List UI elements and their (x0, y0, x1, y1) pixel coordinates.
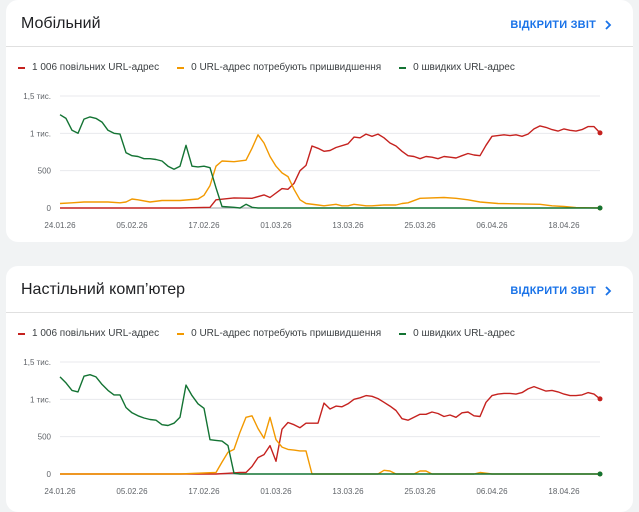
divider (6, 46, 633, 47)
series-end-marker (597, 396, 603, 402)
y-tick-label: 1,5 тис. (23, 358, 51, 367)
y-tick-label: 0 (47, 204, 52, 213)
legend-item-slow[interactable]: 1 006 повільних URL-адрес (18, 62, 159, 73)
chevron-right-icon (605, 20, 612, 30)
series-end-marker (597, 471, 603, 477)
y-tick-label: 500 (38, 433, 52, 442)
legend-swatch (18, 66, 25, 69)
x-tick-label: 17.02.26 (188, 487, 220, 496)
series-line[interactable] (59, 134, 601, 209)
open-report-button[interactable]: ВІДКРИТИ ЗВІТ (510, 19, 614, 31)
legend-swatch (177, 66, 185, 69)
x-tick-label: 06.04.26 (476, 221, 508, 230)
legend-swatch (399, 332, 407, 335)
legend-item-slow[interactable]: 1 006 повільних URL-адрес (18, 328, 159, 339)
x-tick-label: 24.01.26 (44, 487, 76, 496)
x-tick-label: 13.03.26 (332, 221, 364, 230)
x-tick-label: 13.03.26 (332, 487, 364, 496)
x-tick-label: 25.03.26 (404, 487, 436, 496)
card-title: Мобільний (21, 15, 101, 32)
series-line[interactable] (60, 125, 601, 209)
chart-legend: 1 006 повільних URL-адрес 0 URL-адрес по… (18, 62, 533, 73)
legend-label: 0 швидких URL-адрес (413, 328, 515, 339)
y-tick-label: 1,5 тис. (23, 92, 51, 101)
x-tick-label: 01.03.26 (260, 487, 292, 496)
legend-label: 1 006 повільних URL-адрес (32, 328, 160, 339)
legend-swatch (18, 332, 25, 335)
desktop-card: Настільний комп’ютер ВІДКРИТИ ЗВІТ 1 006… (6, 266, 633, 512)
line-chart: 0 500 1 тис. 1,5 тис. 24.01.26 05.02.26 17.02.… (23, 358, 603, 496)
open-report-label: ВІДКРИТИ ЗВІТ (510, 285, 596, 297)
legend-label: 1 006 повільних URL-адрес (32, 62, 160, 73)
x-tick-label: 17.02.26 (188, 221, 220, 230)
mobile-card: Мобільний ВІДКРИТИ ЗВІТ 1 006 повільних … (6, 0, 633, 242)
legend-label: 0 швидких URL-адрес (413, 62, 515, 73)
legend-item-needs-improvement[interactable]: 0 URL-адрес потребують пришвидшення (177, 62, 381, 73)
series-line[interactable] (59, 114, 600, 209)
open-report-button[interactable]: ВІДКРИТИ ЗВІТ (510, 285, 614, 297)
series-line[interactable] (60, 415, 600, 475)
card-header: Мобільний ВІДКРИТИ ЗВІТ (6, 0, 633, 46)
open-report-label: ВІДКРИТИ ЗВІТ (510, 19, 596, 31)
legend-label: 0 URL-адрес потребують пришвидшення (191, 62, 382, 73)
y-tick-label: 500 (38, 167, 52, 176)
series-line[interactable] (59, 374, 600, 475)
line-chart: 0 500 1 тис. 1,5 тис. 24.01.26 05.02.26 17.02.… (23, 92, 603, 230)
y-tick-label: 1 тис. (30, 395, 51, 404)
x-tick-label: 24.01.26 (44, 221, 76, 230)
x-tick-label: 05.02.26 (116, 221, 148, 230)
chart-legend: 1 006 повільних URL-адрес 0 URL-адрес по… (18, 328, 533, 339)
x-tick-label: 05.02.26 (116, 487, 148, 496)
chevron-right-icon (605, 286, 612, 296)
y-tick-label: 1 тис. (30, 129, 51, 138)
series-end-marker (597, 130, 603, 136)
y-tick-label: 0 (47, 470, 52, 479)
series-line[interactable] (60, 385, 601, 475)
divider (6, 312, 633, 313)
legend-label: 0 URL-адрес потребують пришвидшення (191, 328, 382, 339)
x-tick-label: 01.03.26 (260, 221, 292, 230)
legend-item-needs-improvement[interactable]: 0 URL-адрес потребують пришвидшення (177, 328, 381, 339)
legend-item-fast[interactable]: 0 швидких URL-адрес (399, 62, 515, 73)
card-header: Настільний комп’ютер ВІДКРИТИ ЗВІТ (6, 266, 633, 312)
legend-swatch (177, 332, 185, 335)
x-tick-label: 18.04.26 (548, 221, 580, 230)
legend-item-fast[interactable]: 0 швидких URL-адрес (399, 328, 515, 339)
legend-swatch (399, 66, 407, 69)
x-tick-label: 18.04.26 (548, 487, 580, 496)
x-tick-label: 25.03.26 (404, 221, 436, 230)
series-end-marker (597, 205, 603, 211)
card-title: Настільний комп’ютер (21, 281, 186, 298)
x-tick-label: 06.04.26 (476, 487, 508, 496)
